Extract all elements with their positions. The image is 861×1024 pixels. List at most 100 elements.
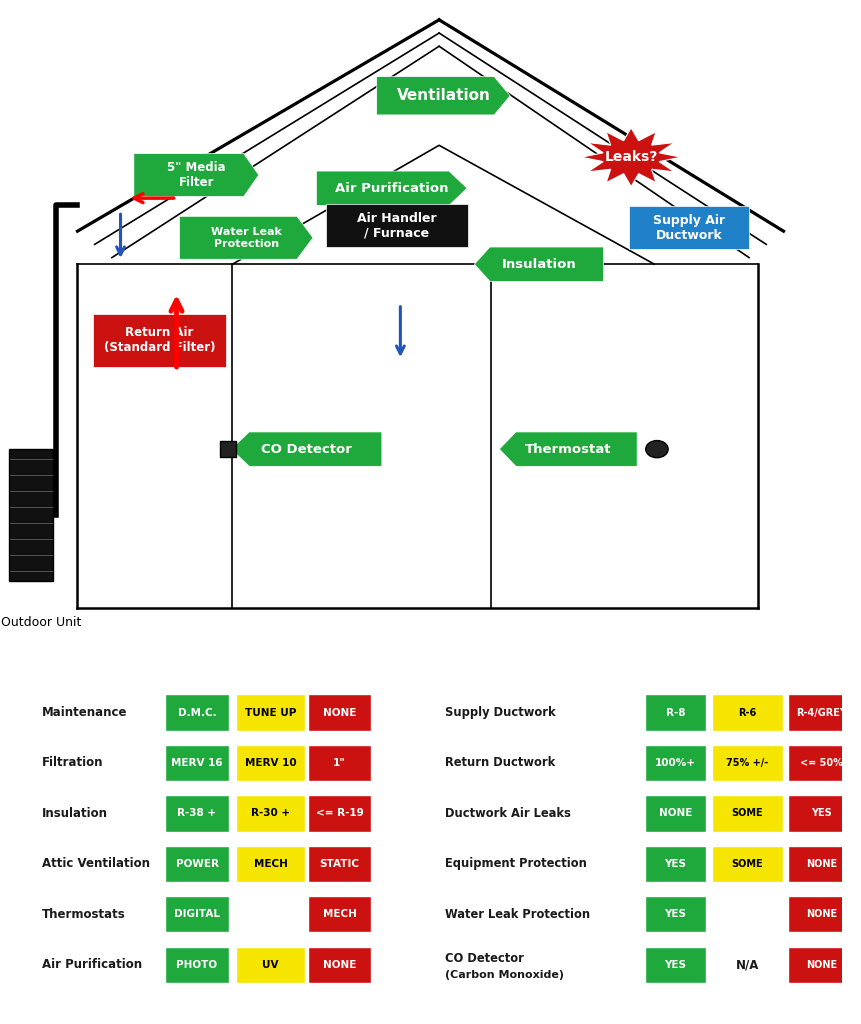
Circle shape [646, 440, 668, 458]
FancyBboxPatch shape [93, 313, 226, 367]
Text: NONE: NONE [806, 909, 837, 920]
Text: Supply Air
Ductwork: Supply Air Ductwork [653, 214, 725, 242]
Polygon shape [231, 432, 382, 466]
Text: (Carbon Monoxide): (Carbon Monoxide) [445, 970, 564, 980]
Text: <= 50%: <= 50% [800, 758, 843, 768]
Text: SOME: SOME [732, 808, 764, 818]
FancyBboxPatch shape [325, 205, 468, 248]
FancyBboxPatch shape [9, 450, 53, 582]
FancyBboxPatch shape [165, 896, 228, 933]
FancyBboxPatch shape [712, 846, 783, 882]
Text: MECH: MECH [254, 859, 288, 868]
Text: YES: YES [665, 859, 686, 868]
Text: D.M.C.: D.M.C. [177, 708, 216, 718]
Text: MECH: MECH [323, 909, 356, 920]
FancyBboxPatch shape [308, 946, 371, 983]
FancyBboxPatch shape [308, 846, 371, 882]
Text: Attic Ventilation: Attic Ventilation [42, 857, 150, 870]
Text: Water Leak Protection: Water Leak Protection [445, 907, 591, 921]
FancyBboxPatch shape [308, 744, 371, 781]
FancyBboxPatch shape [645, 694, 706, 731]
Text: MERV 16: MERV 16 [171, 758, 223, 768]
Text: Supply Ductwork: Supply Ductwork [445, 707, 556, 719]
Text: R-6: R-6 [739, 708, 757, 718]
Text: CO Detector: CO Detector [445, 951, 524, 965]
FancyBboxPatch shape [236, 946, 305, 983]
Text: Water Leak
Protection: Water Leak Protection [211, 227, 282, 249]
Polygon shape [377, 77, 510, 115]
Text: MERV 10: MERV 10 [245, 758, 296, 768]
FancyBboxPatch shape [645, 744, 706, 781]
FancyBboxPatch shape [236, 846, 305, 882]
Text: 5" Media
Filter: 5" Media Filter [167, 161, 226, 189]
FancyBboxPatch shape [220, 440, 236, 457]
Text: NONE: NONE [806, 859, 837, 868]
FancyBboxPatch shape [645, 896, 706, 933]
FancyBboxPatch shape [236, 744, 305, 781]
Text: Leaks?: Leaks? [604, 151, 658, 164]
FancyBboxPatch shape [712, 744, 783, 781]
Text: NONE: NONE [659, 808, 692, 818]
FancyBboxPatch shape [165, 744, 228, 781]
FancyBboxPatch shape [788, 694, 856, 731]
Text: N/A: N/A [736, 958, 759, 971]
FancyBboxPatch shape [165, 694, 228, 731]
Text: Air Purification: Air Purification [335, 181, 449, 195]
Text: CO Detector: CO Detector [261, 442, 352, 456]
Text: SOME: SOME [732, 859, 764, 868]
Text: NONE: NONE [806, 959, 837, 970]
Text: Maintenance: Maintenance [42, 707, 127, 719]
Text: 75% +/-: 75% +/- [727, 758, 769, 768]
Text: R-38 +: R-38 + [177, 808, 217, 818]
Text: DIGITAL: DIGITAL [174, 909, 220, 920]
FancyBboxPatch shape [788, 744, 856, 781]
Text: YES: YES [811, 808, 832, 818]
Text: TUNE UP: TUNE UP [245, 708, 296, 718]
Text: NONE: NONE [323, 708, 356, 718]
Polygon shape [474, 247, 604, 282]
FancyBboxPatch shape [788, 896, 856, 933]
FancyBboxPatch shape [788, 946, 856, 983]
Text: <= R-19: <= R-19 [316, 808, 363, 818]
Text: Ventilation: Ventilation [396, 88, 491, 103]
FancyBboxPatch shape [712, 796, 783, 831]
Text: UV: UV [263, 959, 279, 970]
Text: Equipment Protection: Equipment Protection [445, 857, 587, 870]
Text: Return Ductwork: Return Ductwork [445, 757, 555, 769]
FancyBboxPatch shape [15, 671, 846, 1008]
FancyBboxPatch shape [712, 694, 783, 731]
Text: 100%+: 100%+ [655, 758, 696, 768]
FancyBboxPatch shape [788, 796, 856, 831]
FancyBboxPatch shape [645, 946, 706, 983]
FancyBboxPatch shape [629, 207, 749, 249]
FancyBboxPatch shape [308, 896, 371, 933]
Polygon shape [499, 432, 637, 466]
Text: Insulation: Insulation [502, 258, 576, 270]
Polygon shape [581, 128, 681, 186]
Text: Thermostat: Thermostat [525, 442, 611, 456]
Text: PHOTO: PHOTO [177, 959, 218, 970]
Text: STATIC: STATIC [319, 859, 360, 868]
Text: Insulation: Insulation [42, 807, 108, 820]
FancyBboxPatch shape [645, 846, 706, 882]
Text: Ductwork Air Leaks: Ductwork Air Leaks [445, 807, 571, 820]
Text: Outdoor Unit: Outdoor Unit [1, 615, 82, 629]
FancyBboxPatch shape [308, 694, 371, 731]
Text: Thermostats: Thermostats [42, 907, 126, 921]
Text: R-8: R-8 [666, 708, 685, 718]
Text: R-4/GREY: R-4/GREY [796, 708, 847, 718]
FancyBboxPatch shape [788, 846, 856, 882]
Polygon shape [317, 171, 467, 206]
Text: Air Handler
/ Furnace: Air Handler / Furnace [357, 212, 437, 240]
Polygon shape [134, 154, 258, 197]
FancyBboxPatch shape [165, 796, 228, 831]
Text: Return Air
(Standard Filter): Return Air (Standard Filter) [103, 327, 215, 354]
Polygon shape [179, 216, 313, 259]
Text: YES: YES [665, 909, 686, 920]
FancyBboxPatch shape [165, 946, 228, 983]
FancyBboxPatch shape [645, 796, 706, 831]
Text: R-30 +: R-30 + [251, 808, 290, 818]
Text: POWER: POWER [176, 859, 219, 868]
FancyBboxPatch shape [236, 694, 305, 731]
Text: NONE: NONE [323, 959, 356, 970]
